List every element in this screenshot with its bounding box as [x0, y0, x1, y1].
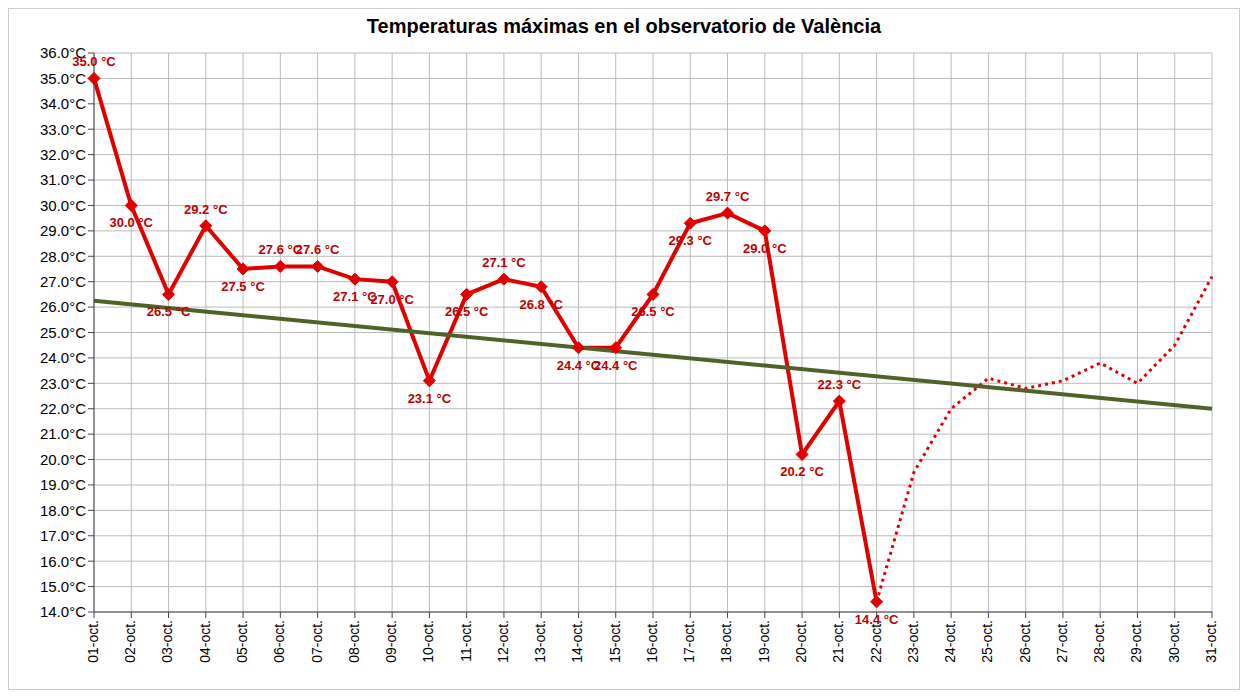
svg-text:35.0°C: 35.0°C [40, 70, 86, 87]
svg-text:07-oct.: 07-oct. [309, 620, 325, 663]
svg-text:26.5 °C: 26.5 °C [445, 304, 489, 319]
svg-text:14-oct.: 14-oct. [569, 620, 585, 663]
svg-text:34.0°C: 34.0°C [40, 95, 86, 112]
svg-text:26-oct.: 26-oct. [1017, 620, 1033, 663]
svg-text:33.0°C: 33.0°C [40, 121, 86, 138]
svg-text:04-oct.: 04-oct. [197, 620, 213, 663]
svg-text:27.0 °C: 27.0 °C [370, 292, 414, 307]
svg-text:27.5 °C: 27.5 °C [221, 279, 265, 294]
svg-text:16-oct.: 16-oct. [644, 620, 660, 663]
svg-text:10-oct.: 10-oct. [420, 620, 436, 663]
svg-text:29-oct.: 29-oct. [1128, 620, 1144, 663]
svg-text:13-oct.: 13-oct. [532, 620, 548, 663]
svg-text:16.0°C: 16.0°C [40, 553, 86, 570]
svg-text:25-oct.: 25-oct. [979, 620, 995, 663]
svg-text:32.0°C: 32.0°C [40, 146, 86, 163]
svg-text:28.0°C: 28.0°C [40, 248, 86, 265]
svg-text:27.6 °C: 27.6 °C [296, 242, 340, 257]
html-text:Temperaturas máximas en el obs: Temperaturas máximas en el observatorio … [366, 15, 882, 37]
svg-text:26.8 °C: 26.8 °C [519, 297, 563, 312]
svg-text:20.2 °C: 20.2 °C [780, 464, 824, 479]
svg-text:30.0 °C: 30.0 °C [110, 215, 154, 230]
svg-text:14.0°C: 14.0°C [40, 603, 86, 620]
svg-text:29.2 °C: 29.2 °C [184, 202, 228, 217]
svg-text:20.0°C: 20.0°C [40, 451, 86, 468]
svg-text:19-oct.: 19-oct. [756, 620, 772, 663]
svg-text:19.0°C: 19.0°C [40, 476, 86, 493]
svg-text:29.0°C: 29.0°C [40, 222, 86, 239]
svg-text:27-oct.: 27-oct. [1054, 620, 1070, 663]
svg-text:06-oct.: 06-oct. [271, 620, 287, 663]
svg-text:26.5 °C: 26.5 °C [147, 304, 191, 319]
svg-text:23-oct.: 23-oct. [905, 620, 921, 663]
svg-text:23.1 °C: 23.1 °C [408, 391, 452, 406]
svg-text:05-oct.: 05-oct. [234, 620, 250, 663]
svg-text:02-oct.: 02-oct. [122, 620, 138, 663]
svg-text:14.4 °C: 14.4 °C [855, 612, 899, 627]
svg-text:26.5 °C: 26.5 °C [631, 304, 675, 319]
svg-text:30.0°C: 30.0°C [40, 197, 86, 214]
svg-text:12-oct.: 12-oct. [495, 620, 511, 663]
svg-text:30-oct.: 30-oct. [1166, 620, 1182, 663]
svg-text:22-oct.: 22-oct. [867, 620, 884, 663]
svg-text:03-oct.: 03-oct. [159, 620, 175, 663]
svg-text:24.4 °C: 24.4 °C [556, 357, 601, 373]
svg-text:08-oct.: 08-oct. [346, 620, 362, 663]
svg-text:24-oct.: 24-oct. [942, 620, 958, 663]
svg-text:29.3 °C: 29.3 °C [669, 233, 713, 248]
svg-text:17-oct.: 17-oct. [681, 620, 697, 663]
svg-text:27.1 °C: 27.1 °C [482, 255, 526, 270]
svg-text:21.0°C: 21.0°C [40, 425, 86, 442]
svg-text:11-oct.: 11-oct. [458, 620, 474, 662]
svg-text:26.0°C: 26.0°C [40, 298, 86, 315]
svg-text:29.7 °C: 29.7 °C [706, 189, 750, 204]
svg-text:31.0°C: 31.0°C [40, 171, 86, 188]
svg-text:22.3 °C: 22.3 °C [818, 377, 862, 392]
svg-text:25.0°C: 25.0°C [40, 324, 86, 341]
svg-text:27.6 °C: 27.6 °C [258, 242, 303, 258]
svg-text:17.0°C: 17.0°C [40, 527, 86, 544]
svg-text:15.0°C: 15.0°C [40, 578, 86, 595]
svg-text:18-oct.: 18-oct. [718, 620, 734, 663]
svg-text:24.0°C: 24.0°C [40, 349, 86, 366]
svg-text:24.4 °C: 24.4 °C [594, 358, 638, 373]
svg-text:22.0°C: 22.0°C [40, 400, 86, 417]
svg-text:18.0°C: 18.0°C [40, 502, 86, 519]
svg-text:35.0 °C: 35.0 °C [72, 54, 116, 69]
svg-text:29.0 °C: 29.0 °C [743, 241, 787, 256]
svg-text:01-oct.: 01-oct. [85, 620, 101, 663]
svg-text:28-oct.: 28-oct. [1091, 620, 1107, 663]
svg-text:31-oct.: 31-oct. [1203, 620, 1219, 663]
svg-text:27.0°C: 27.0°C [40, 273, 86, 290]
svg-text:27.1 °C: 27.1 °C [333, 289, 377, 305]
svg-text:21-oct.: 21-oct. [830, 620, 846, 663]
svg-text:09-oct.: 09-oct. [383, 620, 399, 663]
svg-text:36.0°C: 36.0°C [40, 44, 86, 62]
svg-text:23.0°C: 23.0°C [40, 375, 86, 392]
svg-text:20-oct.: 20-oct. [793, 620, 809, 663]
svg-text:15-oct.: 15-oct. [607, 620, 623, 663]
